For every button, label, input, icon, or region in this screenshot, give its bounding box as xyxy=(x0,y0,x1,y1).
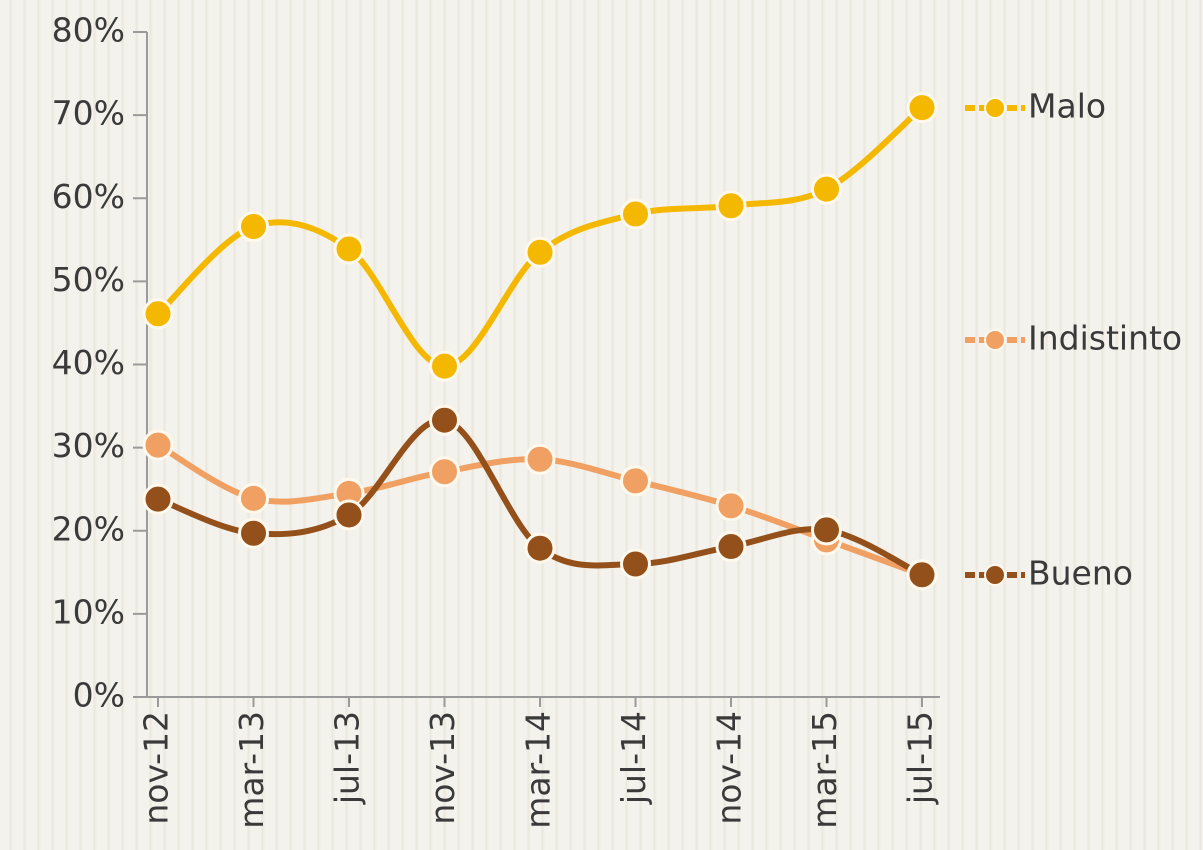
data-point xyxy=(906,92,938,124)
y-tick-label: 40% xyxy=(52,343,125,382)
legend-marker xyxy=(984,564,1006,586)
legend-label: Malo xyxy=(1028,87,1106,126)
data-point xyxy=(142,483,174,515)
data-point xyxy=(906,559,938,591)
x-tick-label: jul-13 xyxy=(328,711,367,805)
y-tick-label: 60% xyxy=(52,177,125,216)
data-point xyxy=(142,298,174,330)
data-point xyxy=(429,404,460,436)
data-point xyxy=(238,482,269,514)
series-line xyxy=(156,417,924,578)
data-point xyxy=(715,531,747,563)
data-point xyxy=(524,236,556,268)
series-line xyxy=(155,105,924,370)
data-point xyxy=(429,350,460,382)
data-point xyxy=(620,465,651,497)
x-tick-label: mar-14 xyxy=(519,711,558,829)
data-point xyxy=(811,514,842,546)
data-point xyxy=(238,517,269,549)
data-point xyxy=(620,548,651,580)
data-point xyxy=(811,173,842,205)
x-tick-label: nov-13 xyxy=(423,711,462,825)
y-tick-label: 10% xyxy=(52,592,125,631)
x-tick-label: nov-12 xyxy=(137,711,176,825)
legend-marker xyxy=(984,329,1006,351)
legend-label: Indistinto xyxy=(1028,319,1182,358)
legend-marker xyxy=(984,97,1006,119)
data-point xyxy=(238,211,269,243)
data-point xyxy=(524,443,556,475)
y-tick-label: 50% xyxy=(52,260,125,299)
x-tick-label: jul-14 xyxy=(614,711,653,805)
data-point xyxy=(715,190,747,222)
y-tick-label: 0% xyxy=(73,676,125,715)
data-point xyxy=(333,233,365,265)
x-tick-label: mar-15 xyxy=(805,711,844,829)
x-tick-label: nov-14 xyxy=(710,711,749,825)
data-point xyxy=(620,198,651,230)
data-point xyxy=(333,499,365,531)
legend-label: Bueno xyxy=(1028,554,1133,593)
y-tick-label: 80% xyxy=(52,11,125,50)
data-point xyxy=(429,456,460,488)
data-point xyxy=(715,490,747,522)
y-tick-label: 70% xyxy=(52,94,125,133)
data-point xyxy=(142,429,174,461)
data-point xyxy=(524,532,556,564)
y-tick-label: 20% xyxy=(52,509,125,548)
y-tick-label: 30% xyxy=(52,426,125,465)
x-tick-label: mar-13 xyxy=(232,711,271,829)
x-tick-label: jul-15 xyxy=(901,711,940,805)
